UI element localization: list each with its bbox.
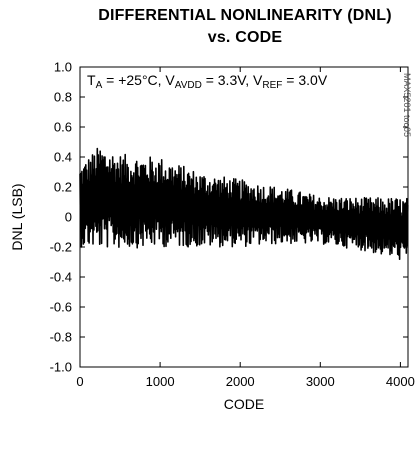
cond-ref-val: = 3.0V	[282, 72, 327, 88]
test-conditions: TA = +25°C, VAVDD = 3.3V, VREF = 3.0V	[87, 72, 328, 91]
x-tick-label: 0	[76, 374, 83, 389]
y-axis-label: DNL (LSB)	[9, 183, 25, 250]
cond-ta-val: = +25°C, V	[102, 72, 175, 88]
dnl-trace	[79, 147, 409, 260]
dnl-series-line	[79, 147, 409, 260]
y-tick-label: 0.2	[54, 180, 72, 195]
x-tick-label: 2000	[226, 374, 255, 389]
y-tick-label: 1.0	[54, 60, 72, 75]
y-tick-label: -0.8	[50, 330, 72, 345]
cond-ta-sub: A	[96, 80, 103, 91]
cond-ref-sub: REF	[262, 80, 282, 91]
y-tick-label: 0.8	[54, 90, 72, 105]
x-tick-label: 1000	[146, 374, 175, 389]
figure-id-watermark: MAX5201 toc05	[402, 73, 412, 137]
y-tick-label: 0.6	[54, 120, 72, 135]
cond-avdd-val: = 3.3V, V	[202, 72, 263, 88]
y-tick-label: 0	[65, 210, 72, 225]
x-tick-label: 3000	[306, 374, 335, 389]
y-tick-label: 0.4	[54, 150, 72, 165]
cond-avdd-sub: AVDD	[175, 80, 202, 91]
x-axis-label: CODE	[224, 396, 264, 412]
y-tick-label: -0.6	[50, 300, 72, 315]
y-tick-label: -0.2	[50, 240, 72, 255]
chart-title-line2: vs. CODE	[207, 29, 283, 46]
y-tick-label: -1.0	[50, 360, 72, 375]
x-tick-label: 4000	[386, 374, 415, 389]
chart-title-line1: DIFFERENTIAL NONLINEARITY (DNL)	[98, 7, 392, 24]
axis-ticks: 1.0 0.8 0.6 0.4 0.2 0 -0.2 -0.4 -0.6 -0.8 -1.0 0 100…	[50, 60, 415, 390]
y-tick-label: -0.4	[50, 270, 72, 285]
cond-ta: T	[87, 72, 96, 88]
